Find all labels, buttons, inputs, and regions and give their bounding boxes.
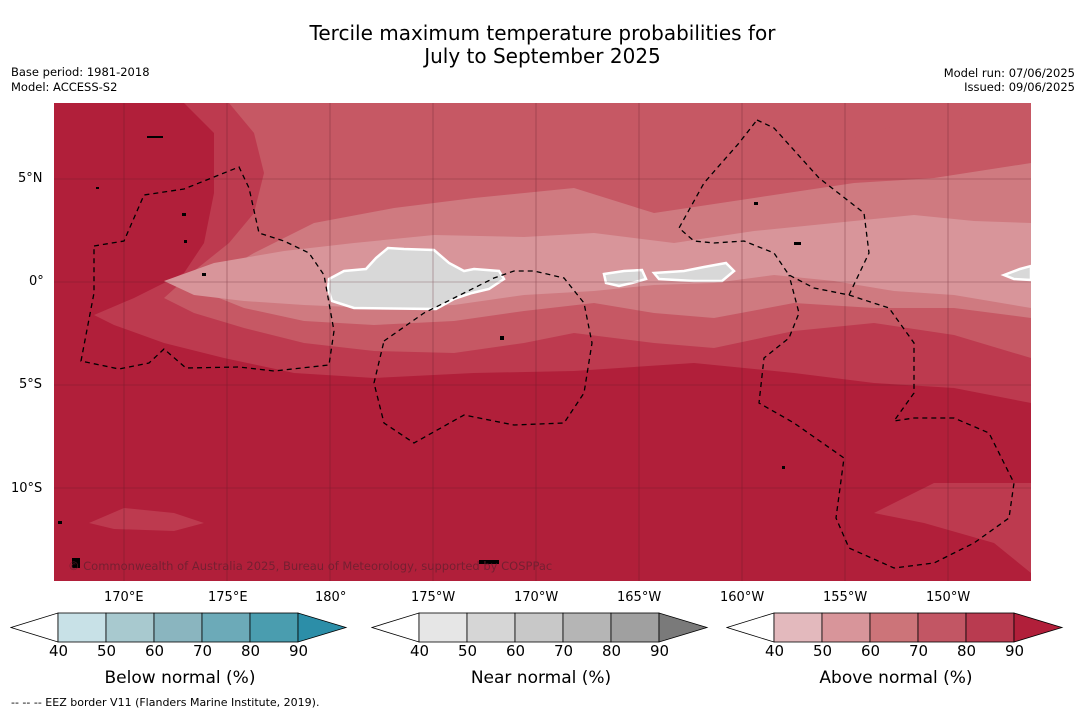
model-run-label: Model run: 07/06/2025 <box>943 66 1075 80</box>
eez-borders <box>80 119 1015 569</box>
colorbar-tick-label: 70 <box>909 642 929 660</box>
colorbar-near-normal <box>371 612 709 643</box>
colorbar-extend-low <box>371 612 420 643</box>
colorbar-tick-label: 40 <box>765 642 785 660</box>
lon-label-155w: 155°W <box>823 590 868 605</box>
lat-label-5n: 5°N <box>18 171 43 186</box>
colorbar-segment-40 <box>418 612 468 643</box>
lon-label-170w: 170°W <box>514 590 559 605</box>
lon-label-170e: 170°E <box>104 590 144 605</box>
lat-label-0: 0° <box>29 274 44 289</box>
colorbar-extend-high <box>658 612 709 643</box>
colorbar-extend-low <box>10 612 59 643</box>
coastline-specks <box>58 136 801 568</box>
graticule <box>54 103 1031 581</box>
eez-border-howland <box>373 270 593 444</box>
colorbar-segment-70 <box>201 612 251 643</box>
eez-border-line-islands <box>678 119 1015 569</box>
lon-label-175w: 175°W <box>411 590 456 605</box>
colorbar-tick-label: 40 <box>410 642 430 660</box>
colorbar-tick-label: 50 <box>813 642 833 660</box>
colorbar-tick-label: 60 <box>861 642 881 660</box>
colorbar-tick-label: 90 <box>650 642 670 660</box>
colorbar-segment-70 <box>917 612 967 643</box>
colorbar-tick-label: 60 <box>506 642 526 660</box>
colorbar-below-normal <box>10 612 348 643</box>
near-normal-patch-central <box>326 246 506 311</box>
colorbar-tick-label: 70 <box>193 642 213 660</box>
lon-label-175e: 175°E <box>208 590 248 605</box>
colorbar-segment-40 <box>773 612 823 643</box>
lat-label-10s: 10°S <box>11 481 43 496</box>
band-above-70b <box>274 103 1031 193</box>
colorbar-extend-high <box>1013 612 1064 643</box>
colorbar-segment-80 <box>249 612 299 643</box>
lat-label-5s: 5°S <box>19 377 43 392</box>
colorbar-tick-label: 80 <box>602 642 622 660</box>
issued-label: Issued: 09/06/2025 <box>964 80 1075 94</box>
copyright-notice: © Commonwealth of Australia 2025, Bureau… <box>68 559 553 573</box>
band-above-80c <box>89 508 204 531</box>
colorbar-tick-label: 90 <box>289 642 309 660</box>
eez-footnote: -- -- -- EEZ border V11 (Flanders Marine… <box>11 696 320 709</box>
colorbar-segment-80 <box>965 612 1015 643</box>
chart-title-line-2: July to September 2025 <box>424 44 661 68</box>
chart-title-line-1: Tercile maximum temperature probabilitie… <box>309 21 776 45</box>
colorbar-segment-50 <box>105 612 155 643</box>
colorbar-tick-label: 80 <box>957 642 977 660</box>
colorbar-tick-label: 60 <box>145 642 165 660</box>
colorbar-segment-40 <box>57 612 107 643</box>
band-above-80b <box>874 483 1031 573</box>
colorbar-tick-label: 50 <box>458 642 478 660</box>
near-normal-patch-edge <box>1000 264 1031 282</box>
lon-label-165w: 165°W <box>617 590 662 605</box>
probability-map <box>54 103 1031 581</box>
colorbar-extend-low <box>726 612 775 643</box>
colorbar-segment-70 <box>562 612 612 643</box>
model-label: Model: ACCESS-S2 <box>11 80 118 94</box>
colorbar-extend-high <box>297 612 348 643</box>
colorbar-tick-label: 80 <box>241 642 261 660</box>
colorbar-tick-label: 70 <box>554 642 574 660</box>
lon-label-150w: 150°W <box>926 590 971 605</box>
colorbar-title-near-normal: Near normal (%) <box>470 668 612 688</box>
colorbar-segment-60 <box>869 612 919 643</box>
colorbar-tick-label: 50 <box>97 642 117 660</box>
colorbar-title-below-normal: Below normal (%) <box>104 668 256 688</box>
near-normal-patch-east2 <box>651 261 736 283</box>
colorbar-segment-50 <box>821 612 871 643</box>
lon-label-180: 180° <box>315 590 347 605</box>
colorbar-tick-label: 40 <box>49 642 69 660</box>
base-period-label: Base period: 1981-2018 <box>11 65 150 79</box>
colorbar-segment-60 <box>153 612 203 643</box>
colorbar-title-above-normal: Above normal (%) <box>819 668 973 688</box>
lon-label-160w: 160°W <box>720 590 765 605</box>
colorbar-above-normal <box>726 612 1064 643</box>
colorbar-segment-50 <box>466 612 516 643</box>
colorbar-tick-label: 90 <box>1005 642 1025 660</box>
colorbar-segment-60 <box>514 612 564 643</box>
eez-border-kiribati-west <box>80 166 335 372</box>
colorbar-segment-80 <box>610 612 660 643</box>
